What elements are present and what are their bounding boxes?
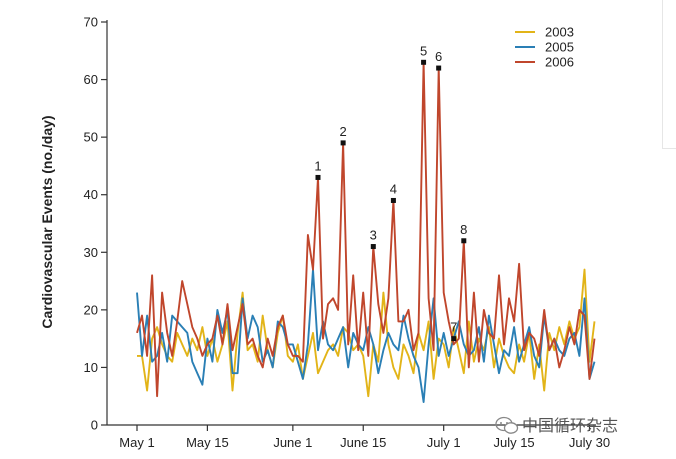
annotation-marker: [370, 244, 376, 250]
annotation-label: 7: [450, 320, 457, 335]
annotation-label: 5: [420, 43, 427, 58]
watermark-text: 中国循环杂志: [522, 416, 618, 435]
annotation-marker: [315, 174, 321, 180]
series-line-2006: [136, 61, 596, 398]
x-tick-label: July 1: [427, 435, 461, 450]
series-line-2005: [136, 268, 596, 403]
annotation-label: 1: [314, 158, 321, 173]
y-tick-label: 20: [84, 302, 98, 317]
annotation-label: 3: [370, 228, 377, 243]
x-tick-label: May 15: [186, 435, 229, 450]
annotation-label: 4: [390, 181, 397, 196]
annotation-label: 6: [435, 49, 442, 64]
y-tick-label: 70: [84, 15, 98, 30]
x-tick-label: July 30: [569, 435, 610, 450]
legend-label-2005: 2005: [545, 40, 574, 55]
annotation-label: 8: [460, 222, 467, 237]
y-tick-label: 50: [84, 130, 98, 145]
annotations: 1 2 3 4 5 6 7 8: [314, 43, 467, 342]
series-layer: [136, 61, 596, 403]
x-tick-label: May 1: [119, 435, 154, 450]
annotation-marker: [421, 59, 427, 65]
wechat-icon: [495, 416, 519, 434]
annotation-marker: [390, 197, 396, 203]
annotation-marker: [436, 65, 442, 71]
y-tick-label: 60: [84, 72, 98, 87]
frame-border-right: [662, 0, 663, 148]
annotation-label: 2: [340, 124, 347, 139]
y-axis-label: Cardiovascular Events (no./day): [39, 115, 55, 328]
watermark: 中国循环杂志: [495, 416, 618, 435]
y-tick-label: 10: [84, 360, 98, 375]
legend-label-2006: 2006: [545, 55, 574, 70]
x-tick-label: July 15: [493, 435, 534, 450]
y-tick-label: 0: [91, 418, 98, 433]
annotation-marker: [461, 238, 467, 244]
frame-border-top: [662, 148, 676, 149]
x-tick-label: June 1: [273, 435, 312, 450]
x-tick-label: June 15: [340, 435, 386, 450]
annotation-marker: [451, 336, 457, 342]
legend-label-2003: 2003: [545, 25, 574, 40]
series-line-2003: [137, 268, 596, 398]
annotation-marker: [340, 140, 346, 146]
y-tick-label: 40: [84, 187, 98, 202]
axes: 0 10 20 30 40 50 60 70 May 1 May 15 June 1 June 15 J…: [84, 15, 611, 451]
y-tick-label: 30: [84, 245, 98, 260]
